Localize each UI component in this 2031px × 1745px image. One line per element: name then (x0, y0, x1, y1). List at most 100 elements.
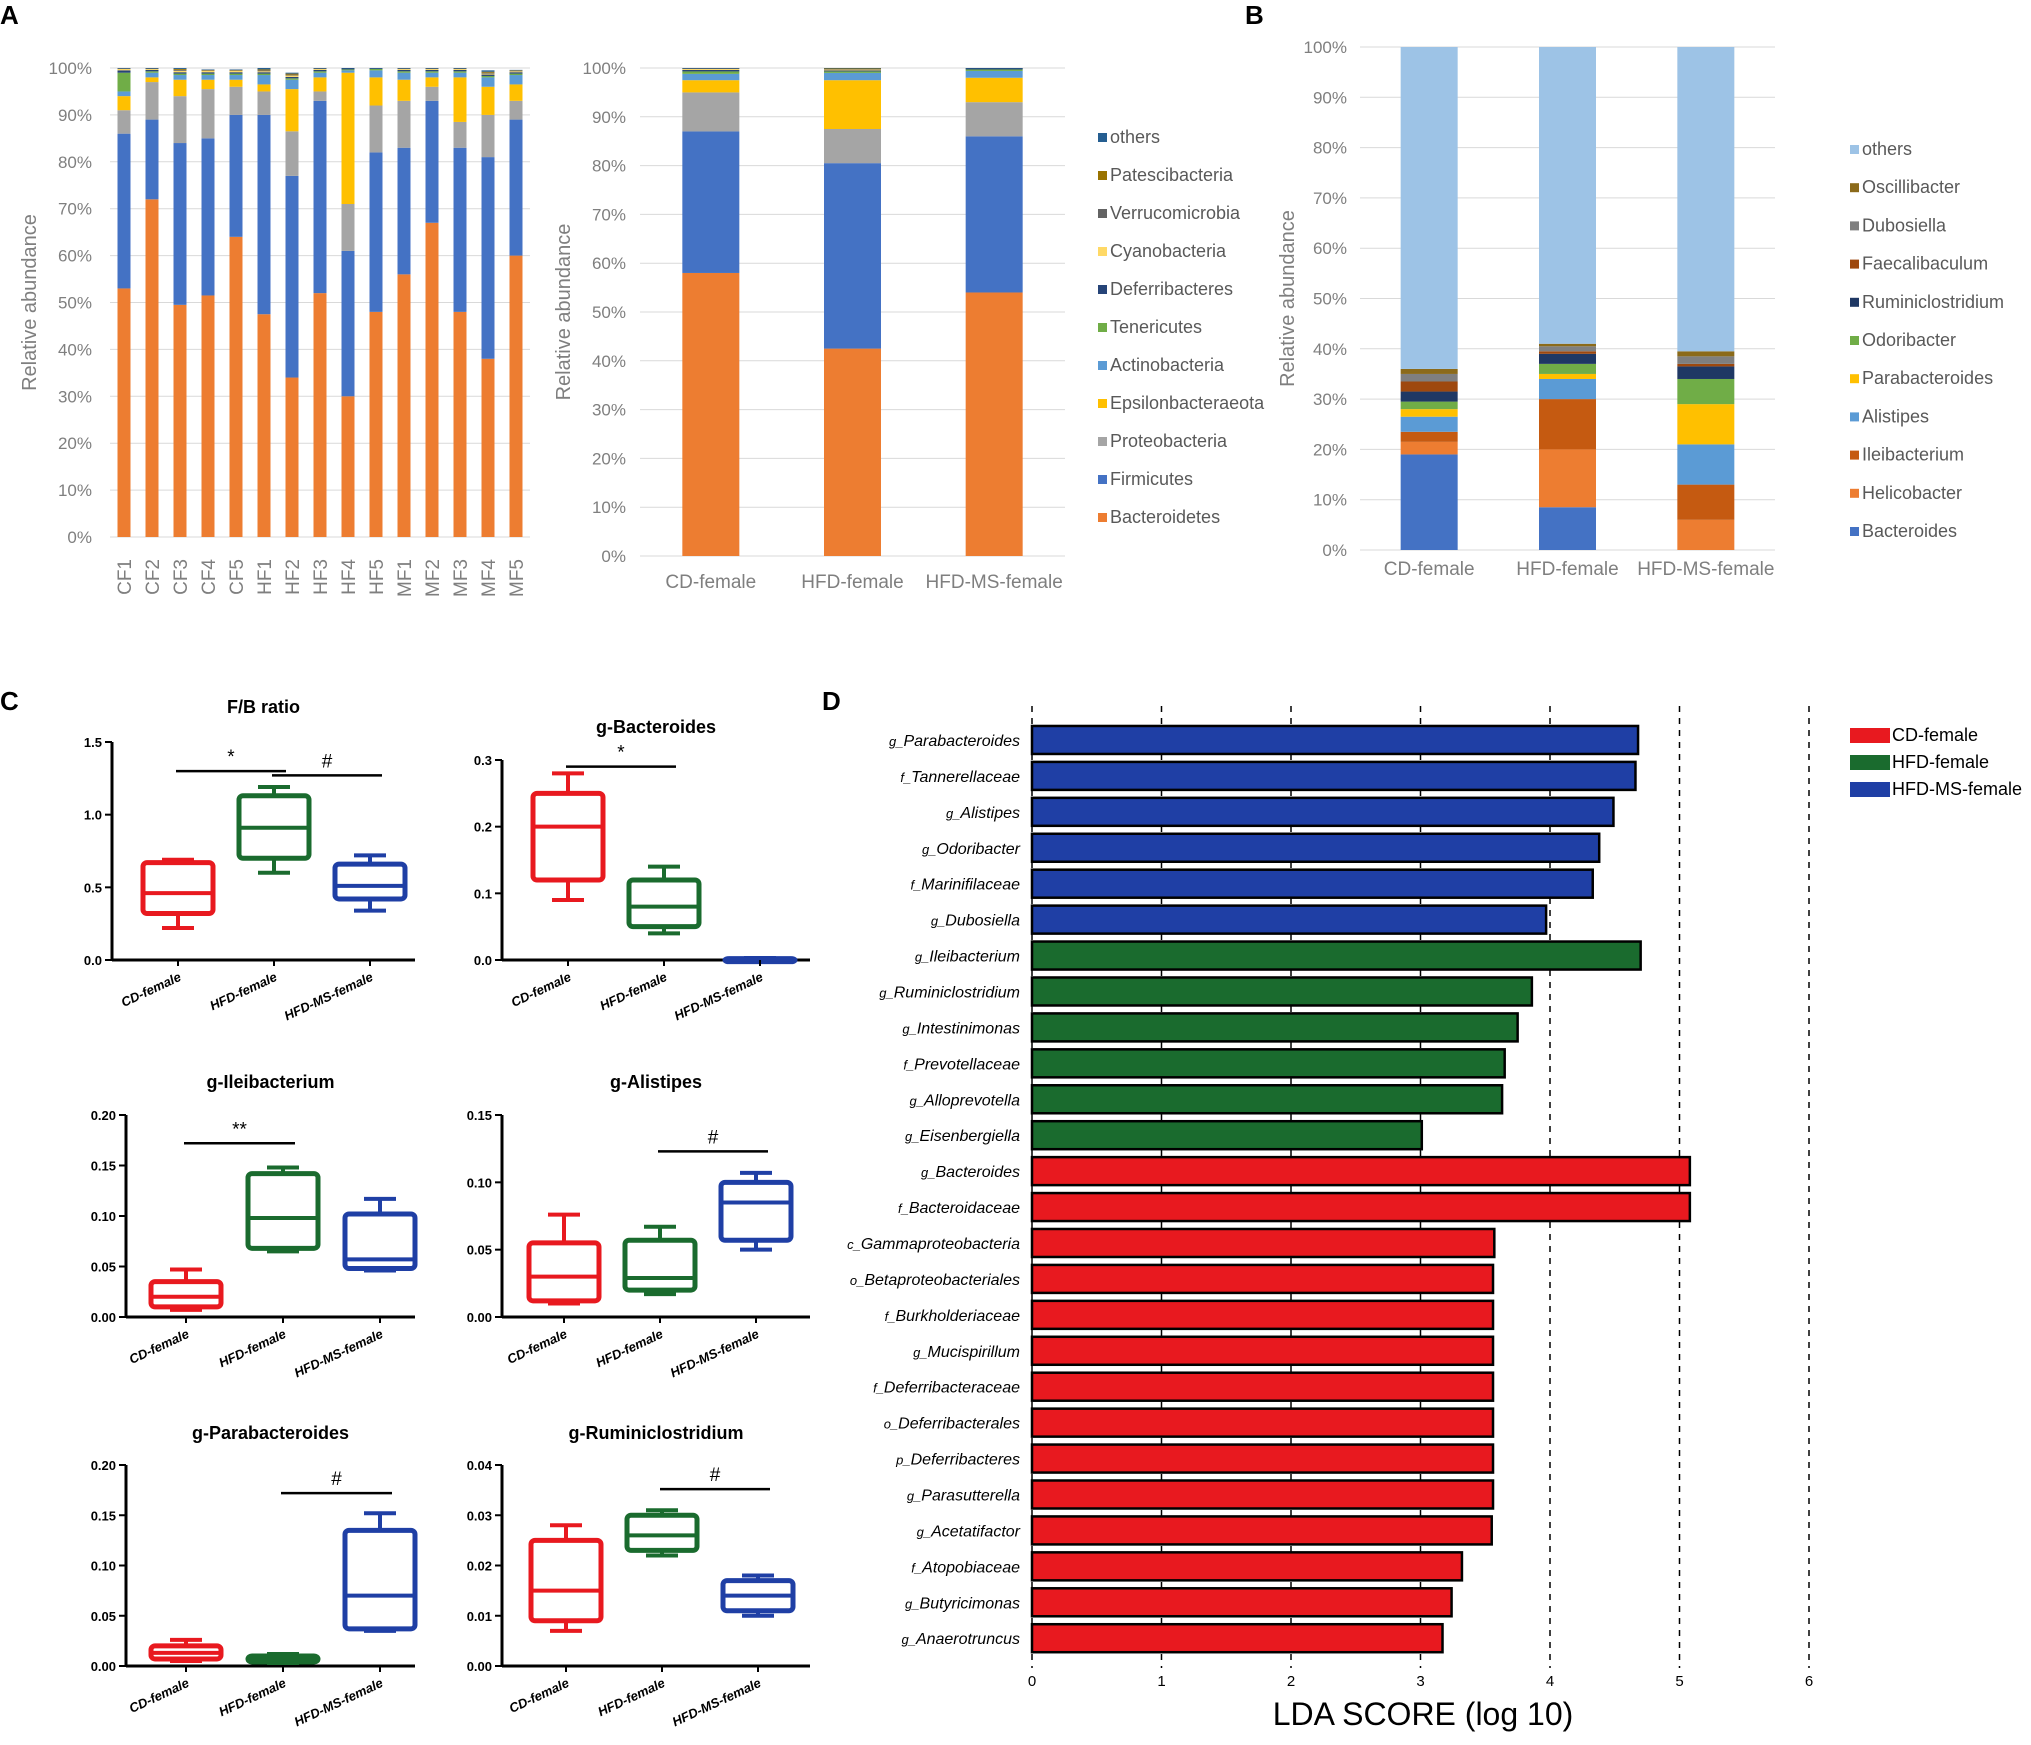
chart-title: F/B ratio (227, 697, 300, 717)
panel-label-d: D (822, 686, 841, 716)
bar-segment (682, 71, 740, 74)
y-tick-label: 0.15 (91, 1159, 116, 1174)
bar-segment (1539, 353, 1596, 364)
bar-segment (682, 73, 740, 81)
bar-segment (1539, 351, 1596, 354)
x-tick-label: HFD-MS-female (672, 969, 765, 1023)
significance-label: ** (232, 1119, 247, 1140)
x-tick-label: MF2 (423, 559, 444, 597)
bar-segment (1539, 373, 1596, 379)
x-tick-label: CD-female (119, 969, 184, 1010)
y-tick-label: 50% (1313, 290, 1347, 309)
bar-segment (173, 75, 187, 80)
bar-segment (117, 91, 131, 97)
bar-segment (965, 77, 1023, 103)
feature-label: g_Parasutterella (907, 1487, 1020, 1504)
bar-segment (397, 68, 411, 69)
bar-segment (682, 131, 740, 273)
bar-segment (117, 288, 131, 537)
bar-segment (285, 79, 299, 90)
legend-label: Proteobacteria (1110, 431, 1228, 451)
bar-segment (509, 72, 523, 74)
bar-segment (682, 68, 740, 69)
bar-segment (824, 71, 881, 73)
legend-swatch (1098, 399, 1107, 408)
lda-bar (1030, 1048, 1506, 1079)
y-tick-label: 0% (1322, 541, 1347, 560)
y-tick-label: 0.10 (91, 1209, 116, 1224)
y-tick-label: 0.00 (91, 1310, 116, 1325)
bar-segment (824, 348, 881, 556)
y-tick-label: 10% (58, 481, 92, 500)
bar-segment (173, 69, 187, 71)
bar-segment (481, 157, 495, 359)
y-tick-label: 60% (592, 254, 626, 273)
y-tick-label: 0% (67, 528, 92, 547)
bar-segment (173, 73, 187, 76)
feature-prefix: g_ (931, 914, 945, 929)
legend-swatch (1850, 728, 1890, 743)
box (245, 1171, 321, 1251)
lda-bar (1030, 1479, 1495, 1510)
box (342, 1211, 418, 1272)
legend-label: Parabacteroides (1862, 368, 1993, 388)
bar-segment (229, 72, 243, 74)
x-tick-label: HFD-MS-female (926, 572, 1063, 593)
feature-name: Odoribacter (936, 841, 1020, 858)
feature-prefix: p_ (895, 1453, 910, 1468)
lda-bar (1030, 1622, 1444, 1654)
bar-segment (397, 100, 411, 148)
feature-name: Marinifilaceae (921, 877, 1020, 894)
bar-segment (509, 75, 523, 85)
bar-segment (341, 72, 355, 205)
bar-segment (341, 396, 355, 537)
y-tick-label: 100% (1304, 38, 1347, 57)
bar-segment (145, 72, 159, 78)
bar-segment (145, 68, 159, 70)
bar-segment (1539, 363, 1596, 374)
feature-label: p_Deferribacteres (895, 1452, 1020, 1469)
feature-prefix: g_ (905, 1596, 919, 1611)
bar-segment (313, 77, 327, 92)
bar-segment (509, 70, 523, 71)
lda-bar (1030, 904, 1548, 935)
bar-segment (1677, 351, 1735, 357)
feature-prefix: f_ (903, 1057, 914, 1072)
feature-name: Anaerotruncus (915, 1631, 1020, 1648)
bar-segment (145, 77, 159, 83)
bar-segment (257, 314, 271, 537)
bar-segment (397, 79, 411, 101)
legend-swatch (1850, 782, 1890, 797)
bar-segment (369, 68, 383, 71)
y-tick-label: 60% (58, 247, 92, 266)
legend-label: Bacteroidetes (1110, 507, 1220, 527)
feature-name: Bacteroides (936, 1164, 1021, 1181)
y-axis-label: Relative abundance (19, 214, 41, 391)
bar-segment (173, 68, 187, 69)
y-tick-label: 90% (1313, 88, 1347, 107)
bar-segment (145, 68, 159, 69)
bar-segment (509, 119, 523, 256)
bar-segment (201, 73, 215, 76)
bar-segment (682, 272, 740, 556)
feature-name: Butyricimonas (920, 1595, 1020, 1612)
y-tick-label: 20% (1313, 440, 1347, 459)
bar-segment (425, 77, 439, 87)
bar-segment (1400, 368, 1458, 374)
x-tick-label: MF5 (507, 559, 528, 597)
y-tick-label: 100% (583, 59, 626, 78)
bar-segment (145, 69, 159, 72)
bar-segment (117, 68, 131, 71)
feature-name: Bacteroidaceae (909, 1200, 1020, 1217)
bar-segment (145, 119, 159, 200)
y-tick-label: 0.20 (91, 1458, 116, 1473)
bar-segment (453, 77, 467, 122)
lda-bar (1030, 1119, 1424, 1151)
bar-segment (509, 255, 523, 537)
box (148, 1279, 224, 1310)
x-tick-label: CF4 (199, 559, 220, 595)
bar-segment (453, 311, 467, 537)
box (528, 1537, 604, 1624)
bar-segment (229, 70, 243, 73)
y-tick-label: 90% (592, 108, 626, 127)
